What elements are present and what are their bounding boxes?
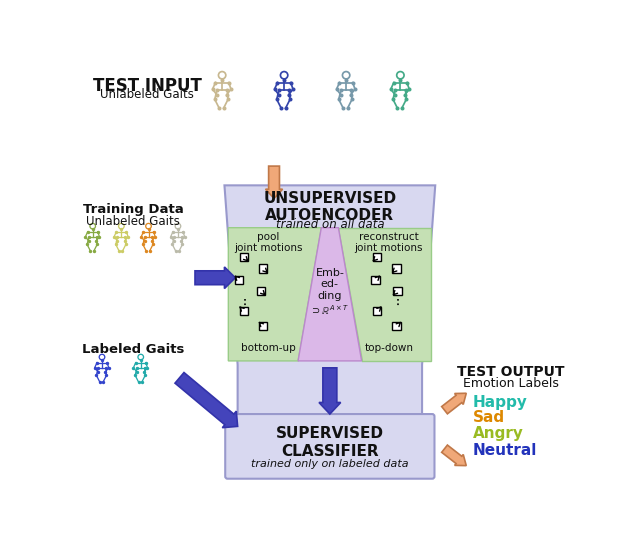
FancyArrow shape	[195, 267, 235, 289]
Polygon shape	[228, 228, 321, 361]
Text: bottom-up: bottom-up	[241, 343, 296, 353]
Polygon shape	[298, 228, 362, 361]
Text: Training Data: Training Data	[83, 203, 183, 216]
Bar	[393, 287, 401, 295]
Text: SUPERVISED
CLASSIFIER: SUPERVISED CLASSIFIER	[276, 426, 384, 459]
Text: Happy: Happy	[472, 395, 527, 410]
Text: reconstruct
joint motions: reconstruct joint motions	[355, 232, 423, 253]
Bar	[392, 264, 401, 273]
Text: Emotion Labels: Emotion Labels	[463, 377, 559, 390]
FancyArrow shape	[265, 166, 283, 199]
Text: Labeled Gaits: Labeled Gaits	[82, 343, 184, 356]
FancyArrow shape	[442, 393, 466, 414]
Bar	[239, 307, 248, 315]
Text: trained only on labeled data: trained only on labeled data	[251, 459, 409, 469]
Bar	[235, 276, 243, 284]
Text: trained on all data: trained on all data	[275, 218, 384, 232]
Text: TEST OUTPUT: TEST OUTPUT	[457, 365, 565, 379]
Bar	[239, 253, 248, 261]
Bar	[392, 322, 401, 331]
Text: Neutral: Neutral	[472, 443, 537, 458]
Text: Angry: Angry	[472, 426, 524, 441]
Bar	[371, 276, 380, 284]
Bar	[373, 253, 381, 261]
Text: Unlabeled Gaits: Unlabeled Gaits	[100, 89, 194, 101]
Bar	[259, 264, 268, 273]
FancyArrow shape	[175, 372, 238, 428]
Text: TEST INPUT: TEST INPUT	[93, 77, 202, 95]
Text: Emb-
ed-
ding: Emb- ed- ding	[316, 268, 344, 301]
Text: Unlabeled Gaits: Unlabeled Gaits	[86, 214, 180, 228]
Bar	[256, 287, 265, 295]
Bar	[373, 307, 381, 315]
Bar	[259, 322, 268, 331]
Text: UNSUPERVISED
AUTOENCODER: UNSUPERVISED AUTOENCODER	[263, 191, 396, 223]
FancyBboxPatch shape	[226, 414, 435, 478]
Text: Sad: Sad	[472, 410, 505, 425]
Polygon shape	[338, 228, 432, 361]
Text: top-down: top-down	[364, 343, 413, 353]
Text: $\supset\mathbb{R}^{A\times T}$: $\supset\mathbb{R}^{A\times T}$	[311, 303, 349, 317]
Text: pool
joint motions: pool joint motions	[234, 232, 303, 253]
FancyArrow shape	[442, 445, 466, 466]
Polygon shape	[224, 185, 435, 420]
FancyArrow shape	[319, 368, 341, 414]
